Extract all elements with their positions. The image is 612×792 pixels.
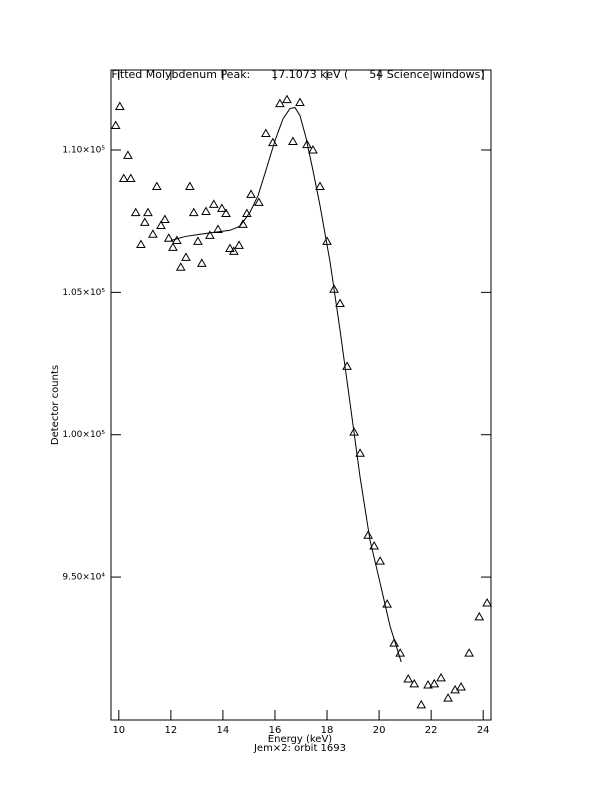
data-point: [315, 181, 325, 190]
x-tick-label: 20: [373, 725, 386, 736]
data-point: [139, 217, 150, 226]
data-point: [118, 173, 129, 182]
data-point: [168, 242, 178, 251]
data-point: [474, 611, 485, 621]
data-point: [234, 240, 244, 249]
data-point: [114, 101, 125, 110]
data-point: [436, 672, 446, 682]
data-point: [409, 678, 420, 688]
x-tick-label: 18: [321, 725, 334, 736]
data-point: [217, 203, 227, 212]
y-axis-label: Detector counts: [50, 365, 61, 445]
data-point: [443, 693, 453, 702]
y-tick-label: 9.50×10⁴: [62, 573, 105, 583]
y-tick-label: 1.05×10⁵: [62, 288, 105, 298]
data-point: [185, 181, 195, 190]
x-tick-label: 14: [217, 725, 230, 736]
data-point: [423, 679, 433, 689]
data-point: [302, 139, 312, 149]
x-tick-label: 16: [269, 725, 282, 736]
data-point: [110, 120, 121, 130]
data-point: [151, 181, 162, 190]
data-point: [193, 236, 203, 245]
data-point: [163, 233, 174, 242]
data-point: [160, 214, 170, 223]
x-tick-label: 10: [112, 725, 125, 736]
data-point: [208, 199, 219, 208]
data-point: [246, 189, 256, 198]
y-tick-label: 1.10×10⁵: [62, 146, 105, 156]
data-point: [175, 262, 186, 271]
data-point: [355, 448, 365, 457]
chart-title: Fitted Molybdenum Peak: 17.1073 keV ( 54…: [111, 68, 484, 81]
data-point: [295, 97, 305, 106]
data-point: [369, 541, 379, 550]
data-point: [136, 239, 146, 249]
data-point: [429, 678, 440, 688]
data-point: [482, 597, 492, 607]
data-point: [253, 197, 264, 206]
data-point: [196, 258, 207, 267]
data-point: [308, 144, 318, 154]
data-point: [363, 530, 374, 539]
data-point: [275, 98, 285, 108]
data-point: [261, 128, 271, 137]
x-tick-label: 24: [477, 725, 490, 736]
subtitle: Jem×2: orbit 1693: [253, 743, 346, 754]
data-point: [181, 252, 191, 261]
data-point: [213, 224, 223, 233]
data-point: [335, 298, 345, 307]
data-point: [123, 150, 133, 159]
data-point: [288, 136, 298, 145]
x-tick-label: 22: [425, 725, 438, 736]
data-point: [228, 246, 239, 255]
data-point: [148, 229, 158, 238]
data-point: [143, 207, 153, 217]
data-point: [238, 219, 248, 228]
y-tick-label: 1.00×10⁵: [62, 430, 105, 440]
plot-frame: [110, 69, 492, 721]
data-point: [188, 207, 199, 217]
data-point: [125, 173, 136, 182]
x-axis-label: Energy (keV): [268, 734, 333, 745]
data-point: [221, 208, 231, 217]
data-point: [225, 243, 235, 253]
x-tick-label: 12: [164, 725, 177, 736]
data-point: [403, 673, 414, 683]
data-point: [282, 94, 292, 104]
data-point: [156, 220, 166, 229]
data-point: [201, 206, 211, 216]
fit-line: [170, 107, 402, 663]
data-point: [171, 235, 182, 245]
data-point: [205, 230, 215, 239]
data-point: [456, 681, 466, 691]
data-point: [416, 699, 427, 709]
data-point: [464, 648, 474, 657]
data-point: [130, 207, 141, 217]
data-point: [375, 556, 385, 565]
data-point: [389, 638, 400, 647]
